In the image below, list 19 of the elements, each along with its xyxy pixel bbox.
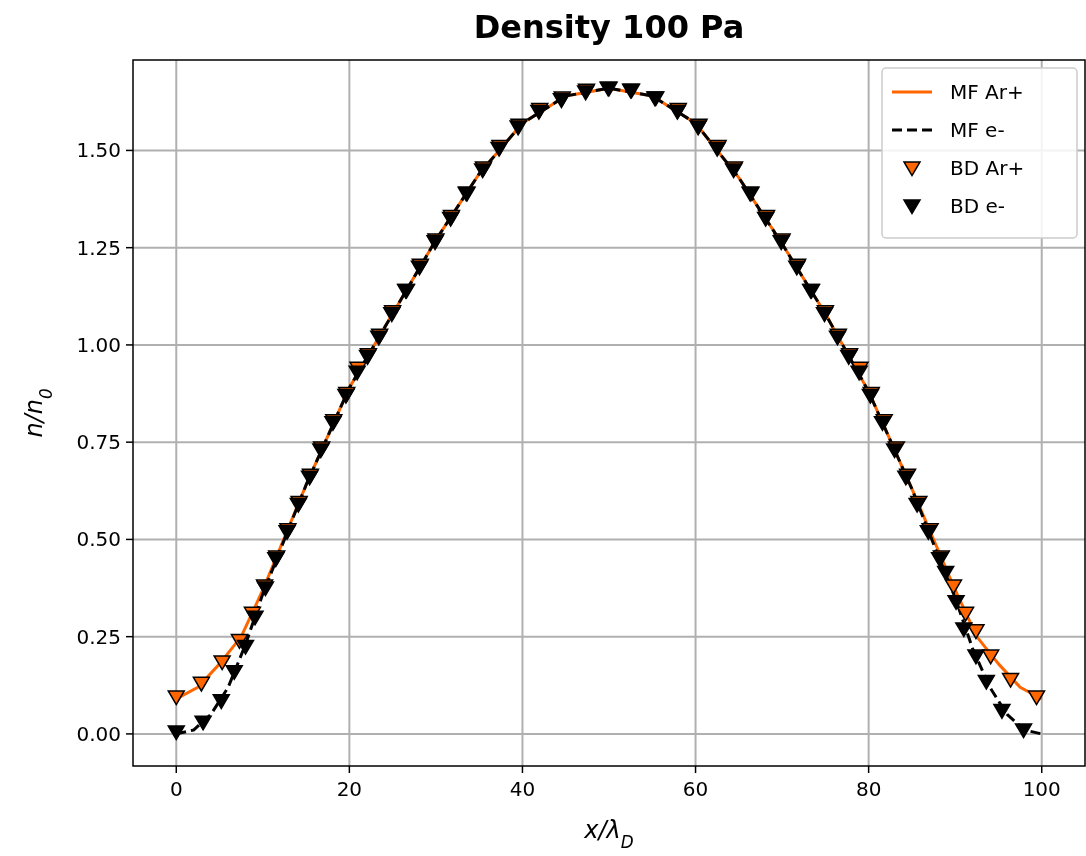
chart-title: Density 100 Pa (473, 8, 745, 46)
x-tick-label: 60 (682, 777, 709, 801)
y-tick-label: 1.50 (76, 138, 121, 163)
x-axis-title: x/λ$_{D}$ (583, 816, 634, 852)
y-tick-label: 0.75 (76, 430, 121, 455)
y-tick-label: 0.25 (76, 624, 121, 649)
y-tick-label: 1.25 (76, 235, 121, 260)
y-tick-label: 0.50 (76, 527, 121, 552)
x-tick-label: 20 (336, 777, 363, 801)
y-tick-label: 1.00 (76, 332, 121, 357)
x-tick-label: 100 (1022, 777, 1061, 801)
legend-label: BD Ar+ (950, 156, 1025, 180)
x-tick-label: 0 (169, 777, 183, 801)
legend-label: MF e- (950, 118, 1005, 142)
legend-label: MF Ar+ (950, 80, 1024, 104)
x-tick-label: 80 (855, 777, 882, 801)
x-tick-label: 40 (509, 777, 536, 801)
y-tick-label: 0.00 (76, 721, 121, 746)
legend-label: BD e- (950, 194, 1005, 218)
